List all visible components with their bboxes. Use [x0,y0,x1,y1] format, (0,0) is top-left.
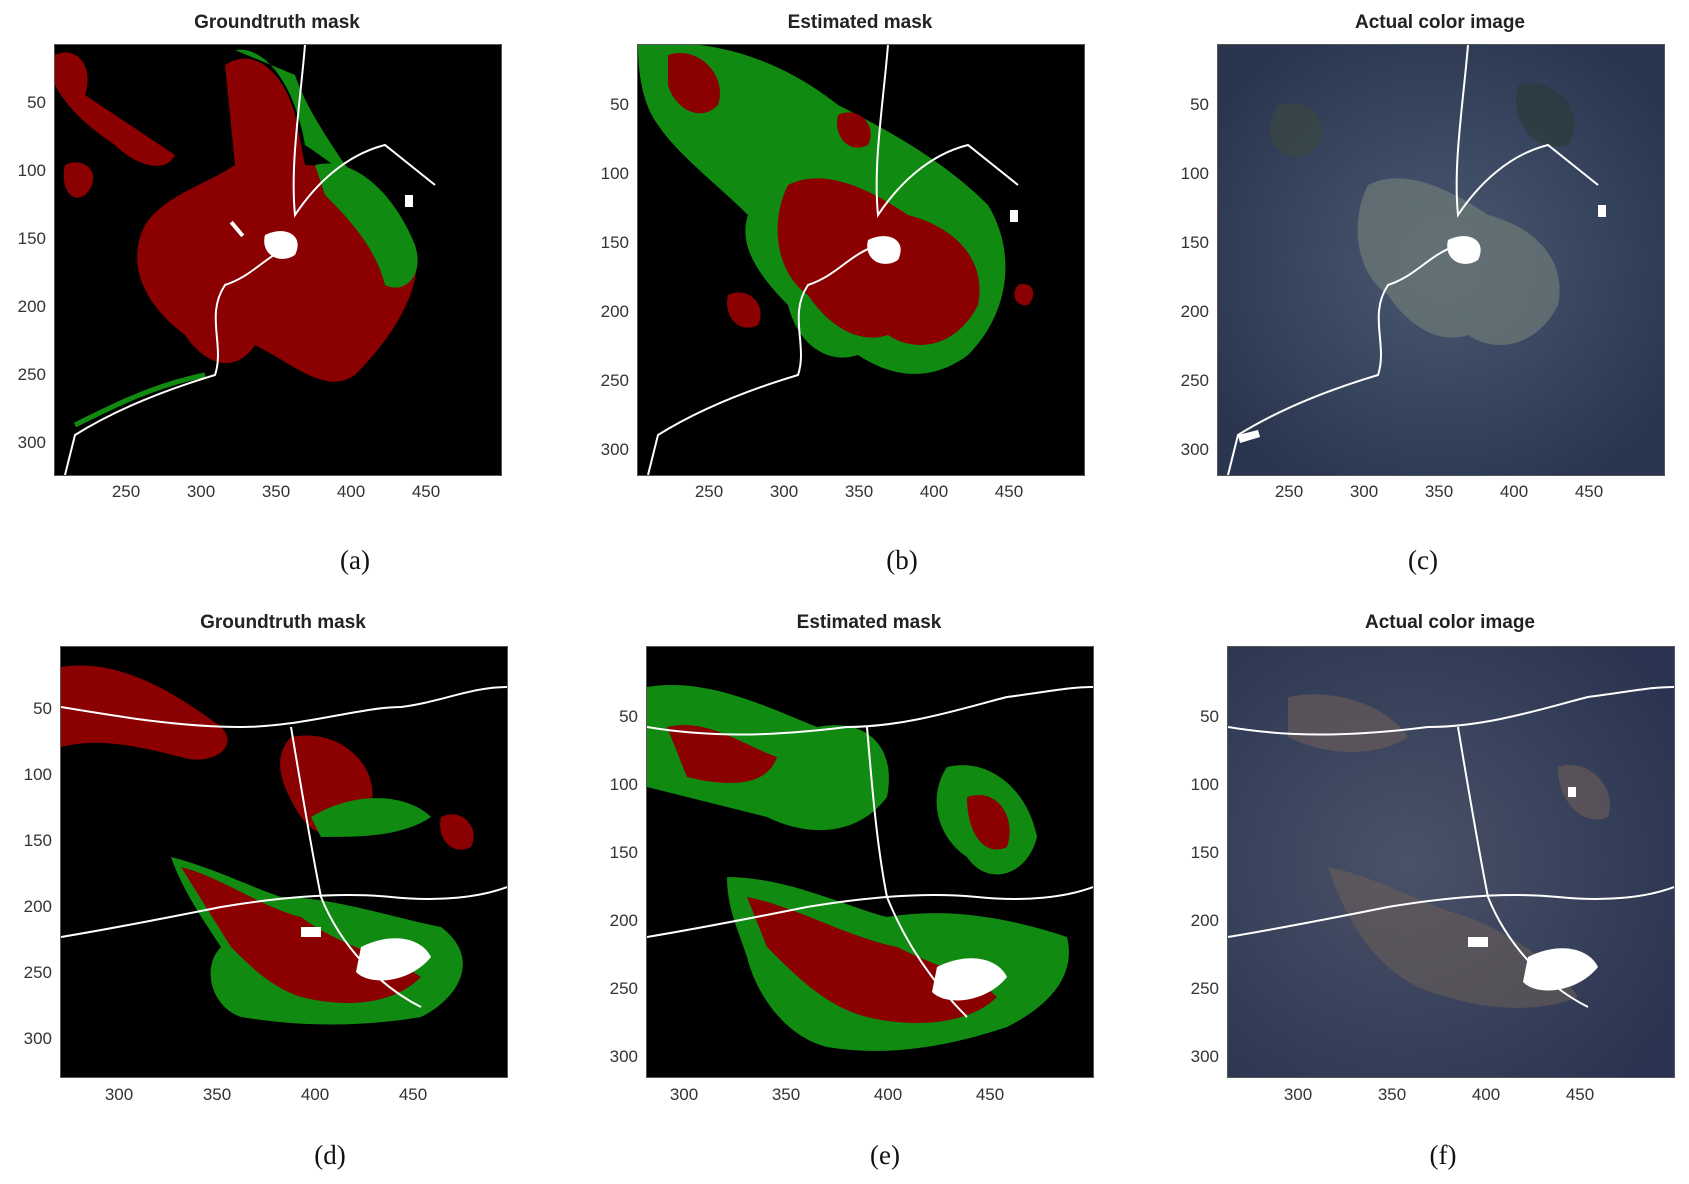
x-tick-label: 350 [261,482,291,501]
y-tick-label: 200 [609,911,638,930]
y-tick-label: 150 [609,843,638,862]
x-tick-label: 450 [1565,1085,1595,1104]
x-tick-label: 250 [111,482,141,501]
x-tick-label: 400 [336,482,366,501]
panel-caption: (d) [314,1140,346,1170]
x-tick-label: 400 [1499,482,1529,501]
segmentation-mask [55,45,501,475]
y-tick-label: 250 [600,371,629,390]
y-tick-label: 300 [1190,1047,1219,1066]
x-tick-label: 350 [771,1085,801,1104]
mask-image [637,44,1085,476]
y-tick-label: 150 [1190,843,1219,862]
x-tick-label: 250 [694,482,724,501]
y-tick-label: 200 [600,302,629,321]
y-tick-label: 50 [619,707,638,726]
x-tick-label: 450 [411,482,441,501]
x-tick-label: 400 [1471,1085,1501,1104]
y-tick-label: 200 [17,297,46,316]
x-tick-label: 400 [919,482,949,501]
x-tick-label: 450 [1574,482,1604,501]
x-tick-label: 450 [398,1085,428,1104]
x-tick-label: 350 [1424,482,1454,501]
satellite-image [1227,646,1675,1078]
x-tick-label: 300 [186,482,216,501]
x-tick-label: 400 [300,1085,330,1104]
satellite-image [1217,44,1665,476]
y-tick-label: 200 [1190,911,1219,930]
satellite-photo [1228,647,1674,1077]
y-tick-label: 50 [27,93,46,112]
segmentation-mask [638,45,1084,475]
y-tick-label: 150 [23,831,52,850]
y-tick-label: 300 [17,433,46,452]
x-tick-label: 300 [1283,1085,1313,1104]
y-tick-label: 150 [600,233,629,252]
y-tick-label: 100 [1190,775,1219,794]
y-tick-label: 50 [33,699,52,718]
y-tick-label: 300 [23,1029,52,1048]
y-tick-label: 100 [600,164,629,183]
y-tick-label: 50 [610,95,629,114]
y-tick-label: 100 [23,765,52,784]
y-tick-label: 150 [1180,233,1209,252]
panel-title: Actual color image [1365,612,1535,633]
panel-caption: (c) [1408,545,1438,575]
y-tick-label: 150 [17,229,46,248]
x-tick-label: 300 [1349,482,1379,501]
y-tick-label: 300 [600,440,629,459]
y-tick-label: 100 [609,775,638,794]
y-tick-label: 250 [17,365,46,384]
x-tick-label: 300 [104,1085,134,1104]
x-tick-label: 450 [994,482,1024,501]
x-tick-label: 350 [202,1085,232,1104]
x-tick-label: 250 [1274,482,1304,501]
y-tick-label: 300 [1180,440,1209,459]
panel-caption: (f) [1429,1140,1457,1170]
x-tick-label: 300 [669,1085,699,1104]
panel-caption: (e) [870,1140,900,1170]
panel-title: Estimated mask [787,12,933,33]
panel-caption: (b) [886,545,918,575]
y-tick-label: 250 [23,963,52,982]
y-tick-label: 50 [1200,707,1219,726]
x-tick-label: 450 [975,1085,1005,1104]
mask-image [646,646,1094,1078]
x-tick-label: 400 [873,1085,903,1104]
y-tick-label: 100 [1180,164,1209,183]
y-tick-label: 100 [17,161,46,180]
panel-title: Estimated mask [796,612,942,633]
x-tick-label: 300 [769,482,799,501]
x-tick-label: 350 [1377,1085,1407,1104]
y-tick-label: 250 [1190,979,1219,998]
mask-image [60,646,508,1078]
y-tick-label: 250 [609,979,638,998]
y-tick-label: 300 [609,1047,638,1066]
panel-title: Groundtruth mask [194,12,360,33]
y-tick-label: 250 [1180,371,1209,390]
panel-caption: (a) [340,545,370,575]
x-tick-label: 350 [844,482,874,501]
y-tick-label: 200 [1180,302,1209,321]
y-tick-label: 50 [1190,95,1209,114]
satellite-photo [1218,45,1664,475]
segmentation-mask [647,647,1093,1077]
segmentation-mask [61,647,507,1077]
panel-title: Groundtruth mask [200,612,366,633]
mask-image [54,44,502,476]
panel-title: Actual color image [1355,12,1525,33]
y-tick-label: 200 [23,897,52,916]
